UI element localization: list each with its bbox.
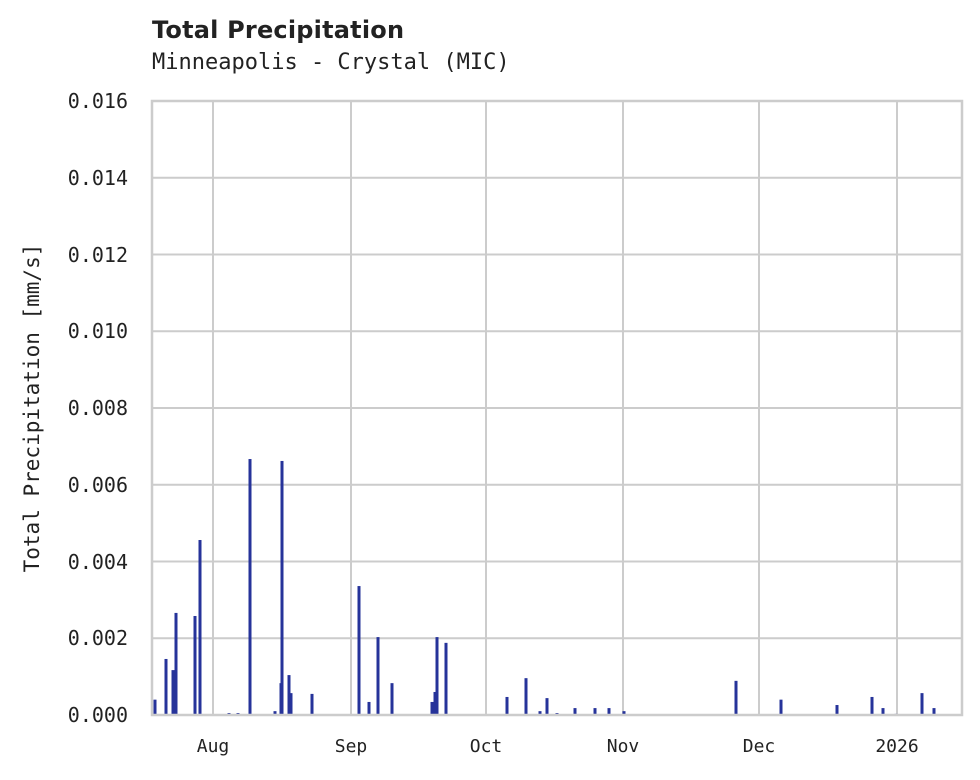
precip-bar bbox=[390, 683, 394, 715]
precip-bar bbox=[287, 675, 291, 715]
y-tick-label: 0.014 bbox=[67, 165, 128, 190]
precipitation-bars bbox=[153, 459, 936, 715]
precip-bar bbox=[248, 459, 252, 715]
precip-bar bbox=[545, 698, 549, 715]
precip-bar bbox=[273, 711, 277, 715]
precip-bar bbox=[174, 612, 178, 715]
precip-bar bbox=[171, 670, 175, 715]
x-tick-label: Oct bbox=[469, 736, 503, 757]
precip-bar bbox=[430, 701, 434, 715]
plot-frame bbox=[150, 99, 964, 717]
x-tick-label: Dec bbox=[742, 736, 776, 757]
y-tick-label: 0.012 bbox=[67, 242, 128, 267]
y-tick-label: 0.004 bbox=[67, 549, 128, 574]
precip-bar bbox=[505, 696, 509, 715]
y-tick-label: 0.010 bbox=[67, 319, 128, 344]
y-tick-label: 0.000 bbox=[67, 703, 128, 727]
precip-bar bbox=[573, 708, 577, 715]
precip-bar bbox=[444, 642, 448, 715]
y-tick-label: 0.008 bbox=[67, 396, 128, 420]
precip-bar bbox=[367, 701, 371, 715]
precip-bar bbox=[881, 708, 885, 715]
chart-subtitle: Minneapolis - Crystal (MIC) bbox=[152, 50, 510, 75]
gridlines bbox=[152, 100, 962, 716]
precip-bar bbox=[920, 693, 924, 715]
chart-title: Total Precipitation bbox=[152, 16, 405, 44]
precip-bar bbox=[538, 711, 542, 715]
x-tick-label: Aug bbox=[196, 736, 230, 757]
x-tick-label: Nov bbox=[606, 736, 640, 757]
y-tick-label: 0.016 bbox=[67, 89, 128, 113]
precip-bar bbox=[280, 460, 284, 715]
precip-bar bbox=[622, 711, 626, 715]
precip-bar bbox=[153, 699, 157, 715]
precip-bar bbox=[289, 693, 293, 715]
precip-bar bbox=[607, 708, 611, 715]
precip-bar bbox=[593, 708, 597, 715]
precip-bar bbox=[164, 658, 168, 715]
precip-bar bbox=[435, 637, 439, 715]
precip-bar bbox=[835, 705, 839, 715]
precip-bar bbox=[310, 693, 314, 715]
precip-bar bbox=[193, 615, 197, 715]
precip-bar bbox=[779, 699, 783, 715]
y-tick-label: 0.006 bbox=[67, 472, 128, 497]
precip-bar bbox=[932, 708, 936, 715]
precip-bar bbox=[433, 691, 437, 715]
precip-bar bbox=[524, 678, 528, 715]
x-tick-label: Sep bbox=[334, 736, 368, 757]
precip-bar bbox=[376, 637, 380, 715]
precip-bar bbox=[734, 680, 738, 715]
precip-bar bbox=[870, 696, 874, 715]
x-tick-label: 2026 bbox=[875, 736, 919, 757]
y-tick-label: 0.002 bbox=[67, 626, 128, 651]
precip-bar bbox=[357, 586, 361, 715]
precip-bar bbox=[198, 540, 202, 715]
